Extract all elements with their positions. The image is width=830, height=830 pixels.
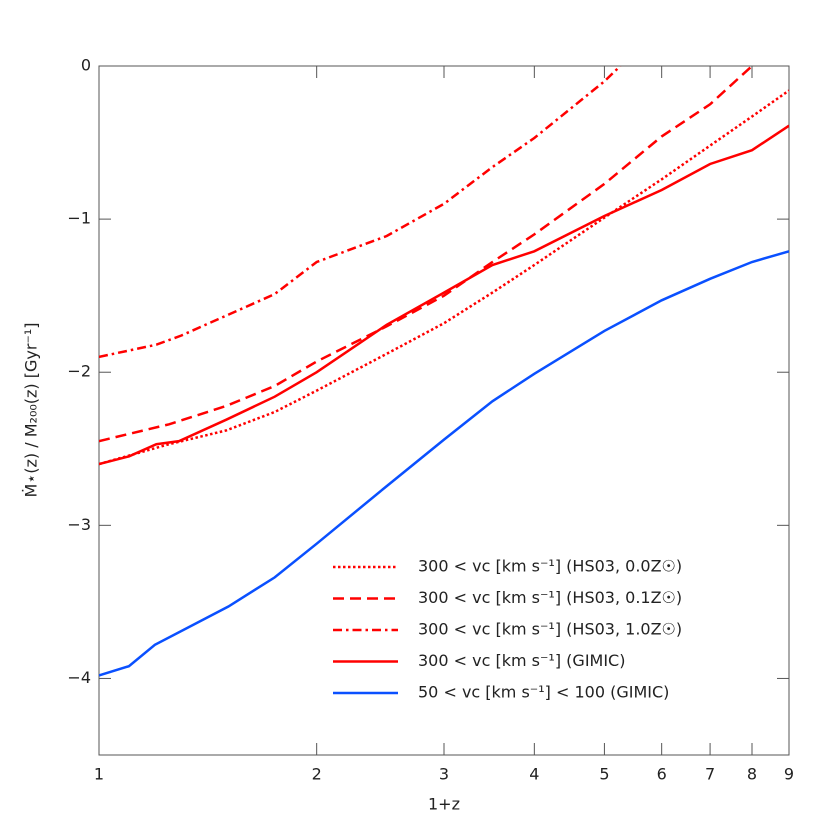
x-tick-label: 7: [705, 765, 715, 784]
x-tick-label: 3: [439, 765, 449, 784]
series-line: [99, 66, 753, 443]
legend-label: 300 < vc [km s⁻¹] (HS03, 0.0Z☉): [418, 557, 682, 576]
y-tick-label: 0: [81, 56, 91, 75]
series-line: [99, 66, 622, 359]
y-axis-label: Ṁ⋆(z) / M₂₀₀(z) [Gyr⁻¹]: [22, 322, 41, 497]
x-tick-label: 6: [657, 765, 667, 784]
series-line: [99, 124, 789, 466]
x-tick-label: 9: [784, 765, 794, 784]
plot-lines: [99, 66, 789, 677]
x-tick-label: 2: [312, 765, 322, 784]
x-tick-label: 8: [747, 765, 757, 784]
legend-label: 300 < vc [km s⁻¹] (GIMIC): [418, 651, 625, 670]
x-tick-label: 1: [94, 765, 104, 784]
x-tick-label: 5: [599, 765, 609, 784]
legend-label: 50 < vc [km s⁻¹] < 100 (GIMIC): [418, 683, 669, 702]
x-axis-label: 1+z: [428, 795, 460, 814]
y-tick-label: −1: [67, 209, 91, 228]
legend-label: 300 < vc [km s⁻¹] (HS03, 0.1Z☉): [418, 588, 682, 607]
y-tick-label: −4: [67, 668, 91, 687]
series-line: [99, 89, 789, 466]
x-tick-label: 4: [529, 765, 539, 784]
legend-label: 300 < vc [km s⁻¹] (HS03, 1.0Z☉): [418, 620, 682, 639]
y-tick-label: −3: [67, 515, 91, 534]
y-tick-label: −2: [67, 362, 91, 381]
series-line: [99, 250, 789, 677]
